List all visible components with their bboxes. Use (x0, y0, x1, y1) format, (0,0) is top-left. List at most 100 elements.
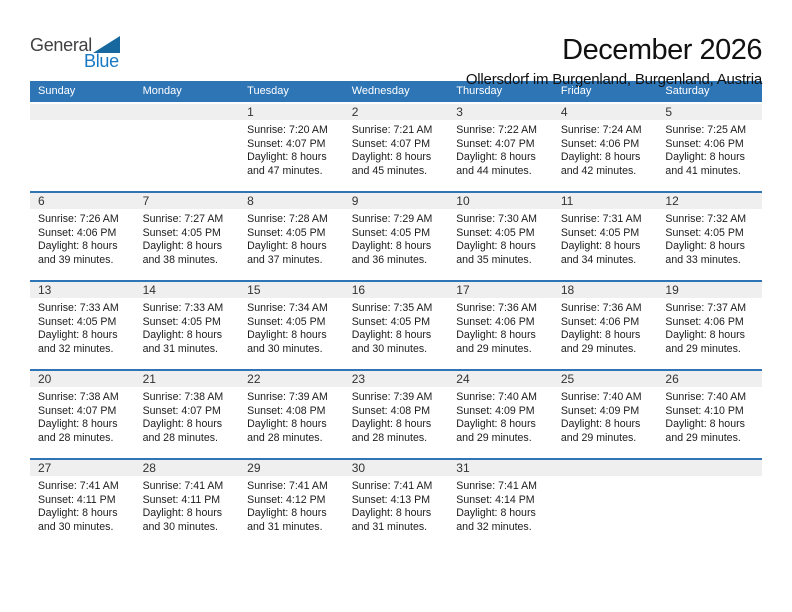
sunset-text: Sunset: 4:07 PM (456, 137, 535, 150)
day-cell: Sunrise: 7:34 AM Sunset: 4:05 PM Daylight:… (239, 298, 344, 356)
daylight-text-line1: Daylight: 8 hours (665, 151, 745, 164)
daylight-text-line2: and 45 minutes. (351, 164, 428, 177)
calendar-grid: Sunday Monday Tuesday Wednesday Thursday Frid… (30, 81, 762, 547)
daylight-text-line2: and 38 minutes. (142, 253, 218, 266)
week-row: 20 21 22 23 24 25 26 Sunrise: 7:38 AM Sunset: 4:… (30, 369, 762, 458)
sunset-text: Sunset: 4:09 PM (456, 404, 535, 417)
weekday-label-friday: Friday (560, 85, 592, 97)
daylight-text-line1: Daylight: 8 hours (247, 507, 327, 520)
day-number: 22 (247, 372, 261, 386)
daylight-text-line1: Daylight: 8 hours (351, 151, 432, 164)
daylight-text-line1: Daylight: 8 hours (351, 507, 432, 520)
day-cell: Sunrise: 7:36 AM Sunset: 4:06 PM Daylight:… (553, 298, 658, 356)
sunrise-text: Sunrise: 7:38 AM (38, 391, 119, 403)
day-number-band: 6 7 8 9 10 11 12 (30, 193, 762, 209)
sunset-text: Sunset: 4:09 PM (560, 404, 640, 417)
daylight-text-line2: and 30 minutes. (351, 342, 428, 355)
sunset-text: Sunset: 4:12 PM (247, 493, 326, 506)
sunrise-text: Sunrise: 7:36 AM (456, 302, 537, 314)
sunrise-text: Sunrise: 7:20 AM (247, 124, 328, 136)
sunset-text: Sunset: 4:05 PM (142, 226, 221, 239)
empty-day-cell (553, 476, 658, 534)
day-number-band: 1 2 3 4 5 (30, 104, 762, 120)
empty-day-number (30, 104, 135, 121)
day-number: 17 (456, 283, 470, 297)
day-number: 4 (560, 105, 568, 119)
daylight-text-line1: Daylight: 8 hours (456, 507, 536, 520)
sunrise-text: Sunrise: 7:27 AM (142, 213, 224, 225)
day-cell: Sunrise: 7:38 AM Sunset: 4:07 PM Daylight:… (135, 387, 240, 445)
weekday-label-wednesday: Wednesday (351, 85, 410, 97)
general-blue-logo: General Blue (30, 36, 160, 70)
daylight-text-line1: Daylight: 8 hours (247, 240, 327, 253)
daylight-text-line2: and 37 minutes. (247, 253, 323, 266)
daylight-text-line2: and 39 minutes. (38, 253, 114, 266)
day-number: 5 (665, 105, 673, 119)
daylight-text-line1: Daylight: 8 hours (351, 418, 432, 431)
day-number: 28 (142, 461, 156, 475)
sunrise-text: Sunrise: 7:33 AM (142, 302, 224, 314)
day-number-band: 27 28 29 30 31 (30, 460, 762, 476)
sunset-text: Sunset: 4:06 PM (665, 315, 744, 328)
day-number: 29 (247, 461, 261, 475)
sunrise-text: Sunrise: 7:31 AM (560, 213, 642, 225)
daylight-text-line2: and 31 minutes. (351, 520, 428, 533)
sunset-text: Sunset: 4:07 PM (351, 137, 431, 150)
day-number: 13 (38, 283, 52, 297)
day-cell: Sunrise: 7:41 AM Sunset: 4:14 PM Daylight:… (448, 476, 553, 534)
sunset-text: Sunset: 4:10 PM (665, 404, 744, 417)
day-number: 2 (351, 105, 359, 119)
daylight-text-line2: and 32 minutes. (456, 520, 532, 533)
day-cell: Sunrise: 7:26 AM Sunset: 4:06 PM Daylight:… (30, 209, 135, 267)
empty-day-number (657, 460, 762, 477)
day-number: 21 (142, 372, 156, 386)
day-number: 14 (142, 283, 156, 297)
daylight-text-line1: Daylight: 8 hours (456, 151, 536, 164)
sunset-text: Sunset: 4:14 PM (456, 493, 535, 506)
sunset-text: Sunset: 4:05 PM (456, 226, 535, 239)
daylight-text-line1: Daylight: 8 hours (665, 329, 745, 342)
week-row: 6 7 8 9 10 11 12 Sunrise: 7:26 AM Sunset: 4:06 P… (30, 191, 762, 280)
day-content-row: Sunrise: 7:38 AM Sunset: 4:07 PM Daylight:… (30, 387, 762, 445)
weekday-label-saturday: Saturday (665, 85, 710, 97)
week-row: 27 28 29 30 31 Sunrise: 7:41 AM Sunset: 4:11 P… (30, 458, 762, 547)
day-cell: Sunrise: 7:38 AM Sunset: 4:07 PM Daylight:… (30, 387, 135, 445)
sunset-text: Sunset: 4:05 PM (142, 315, 221, 328)
daylight-text-line1: Daylight: 8 hours (560, 151, 641, 164)
daylight-text-line2: and 28 minutes. (351, 431, 428, 444)
sunset-text: Sunset: 4:05 PM (247, 315, 326, 328)
day-content-row: Sunrise: 7:41 AM Sunset: 4:11 PM Daylight:… (30, 476, 762, 534)
daylight-text-line2: and 29 minutes. (665, 342, 741, 355)
daylight-text-line2: and 30 minutes. (247, 342, 323, 355)
day-cell: Sunrise: 7:39 AM Sunset: 4:08 PM Daylight:… (344, 387, 449, 445)
daylight-text-line1: Daylight: 8 hours (142, 507, 223, 520)
day-cell: Sunrise: 7:37 AM Sunset: 4:06 PM Daylight:… (657, 298, 762, 356)
weekday-label-monday: Monday (142, 85, 182, 97)
daylight-text-line1: Daylight: 8 hours (665, 418, 745, 431)
daylight-text-line1: Daylight: 8 hours (247, 329, 327, 342)
daylight-text-line1: Daylight: 8 hours (142, 240, 223, 253)
sunrise-text: Sunrise: 7:40 AM (665, 391, 747, 403)
sunrise-text: Sunrise: 7:41 AM (351, 480, 433, 492)
sunset-text: Sunset: 4:06 PM (456, 315, 535, 328)
empty-day-cell (30, 120, 135, 178)
sunrise-text: Sunrise: 7:38 AM (142, 391, 224, 403)
sunset-text: Sunset: 4:05 PM (247, 226, 326, 239)
daylight-text-line2: and 29 minutes. (456, 431, 532, 444)
sunrise-text: Sunrise: 7:26 AM (38, 213, 119, 225)
sunrise-text: Sunrise: 7:21 AM (351, 124, 433, 136)
daylight-text-line2: and 28 minutes. (247, 431, 323, 444)
day-number: 23 (351, 372, 366, 386)
day-content-row: Sunrise: 7:26 AM Sunset: 4:06 PM Daylight:… (30, 209, 762, 267)
day-cell: Sunrise: 7:40 AM Sunset: 4:09 PM Daylight:… (553, 387, 658, 445)
day-cell: Sunrise: 7:30 AM Sunset: 4:05 PM Daylight:… (448, 209, 553, 267)
sunset-text: Sunset: 4:06 PM (560, 315, 640, 328)
day-cell: Sunrise: 7:35 AM Sunset: 4:05 PM Daylight:… (344, 298, 449, 356)
sunrise-text: Sunrise: 7:40 AM (456, 391, 537, 403)
day-number: 3 (456, 105, 463, 119)
daylight-text-line2: and 29 minutes. (456, 342, 532, 355)
sunset-text: Sunset: 4:08 PM (351, 404, 431, 417)
day-number-band: 20 21 22 23 24 25 26 (30, 371, 762, 387)
sunrise-text: Sunrise: 7:41 AM (456, 480, 537, 492)
